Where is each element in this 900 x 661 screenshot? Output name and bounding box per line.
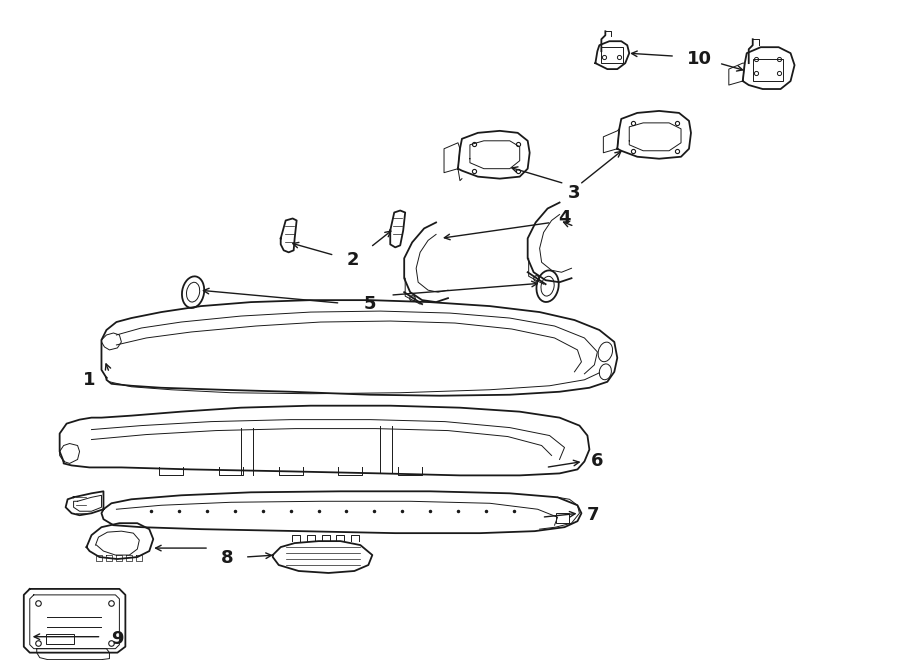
Text: 3: 3 [568,184,580,202]
Text: 8: 8 [220,549,233,567]
Text: 7: 7 [587,506,599,524]
Bar [46,634,74,644]
Text: 9: 9 [112,630,123,648]
Text: 6: 6 [591,452,604,471]
Text: 2: 2 [346,251,359,269]
Text: 10: 10 [687,50,711,68]
Bar [601,47,624,63]
Text: 5: 5 [364,295,376,313]
Text: 4: 4 [558,210,571,227]
Bar [555,513,570,524]
Bar [752,59,783,81]
Text: 1: 1 [84,371,95,389]
